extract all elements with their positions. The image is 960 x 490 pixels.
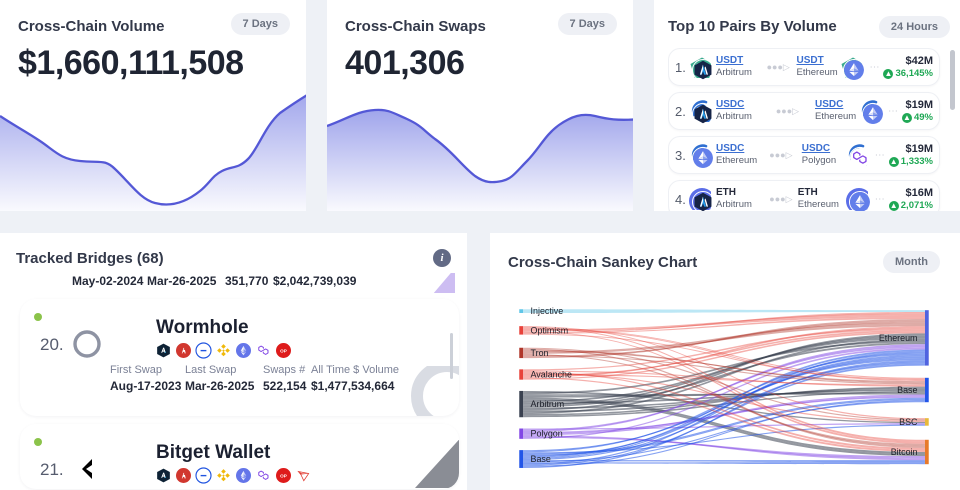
svg-text:Optimism: Optimism	[531, 325, 569, 335]
svg-text:Tron: Tron	[531, 348, 549, 358]
svg-text:BSC: BSC	[899, 417, 918, 427]
svg-text:Polygon: Polygon	[531, 429, 563, 439]
svg-text:Avalanche: Avalanche	[531, 370, 572, 380]
svg-text:Injective: Injective	[531, 306, 564, 316]
svg-text:Ethereum: Ethereum	[879, 333, 918, 343]
svg-text:Base: Base	[531, 454, 551, 464]
svg-text:Base: Base	[897, 385, 917, 395]
svg-text:Bitcoin: Bitcoin	[891, 447, 918, 457]
svg-text:Arbitrum: Arbitrum	[531, 399, 565, 409]
